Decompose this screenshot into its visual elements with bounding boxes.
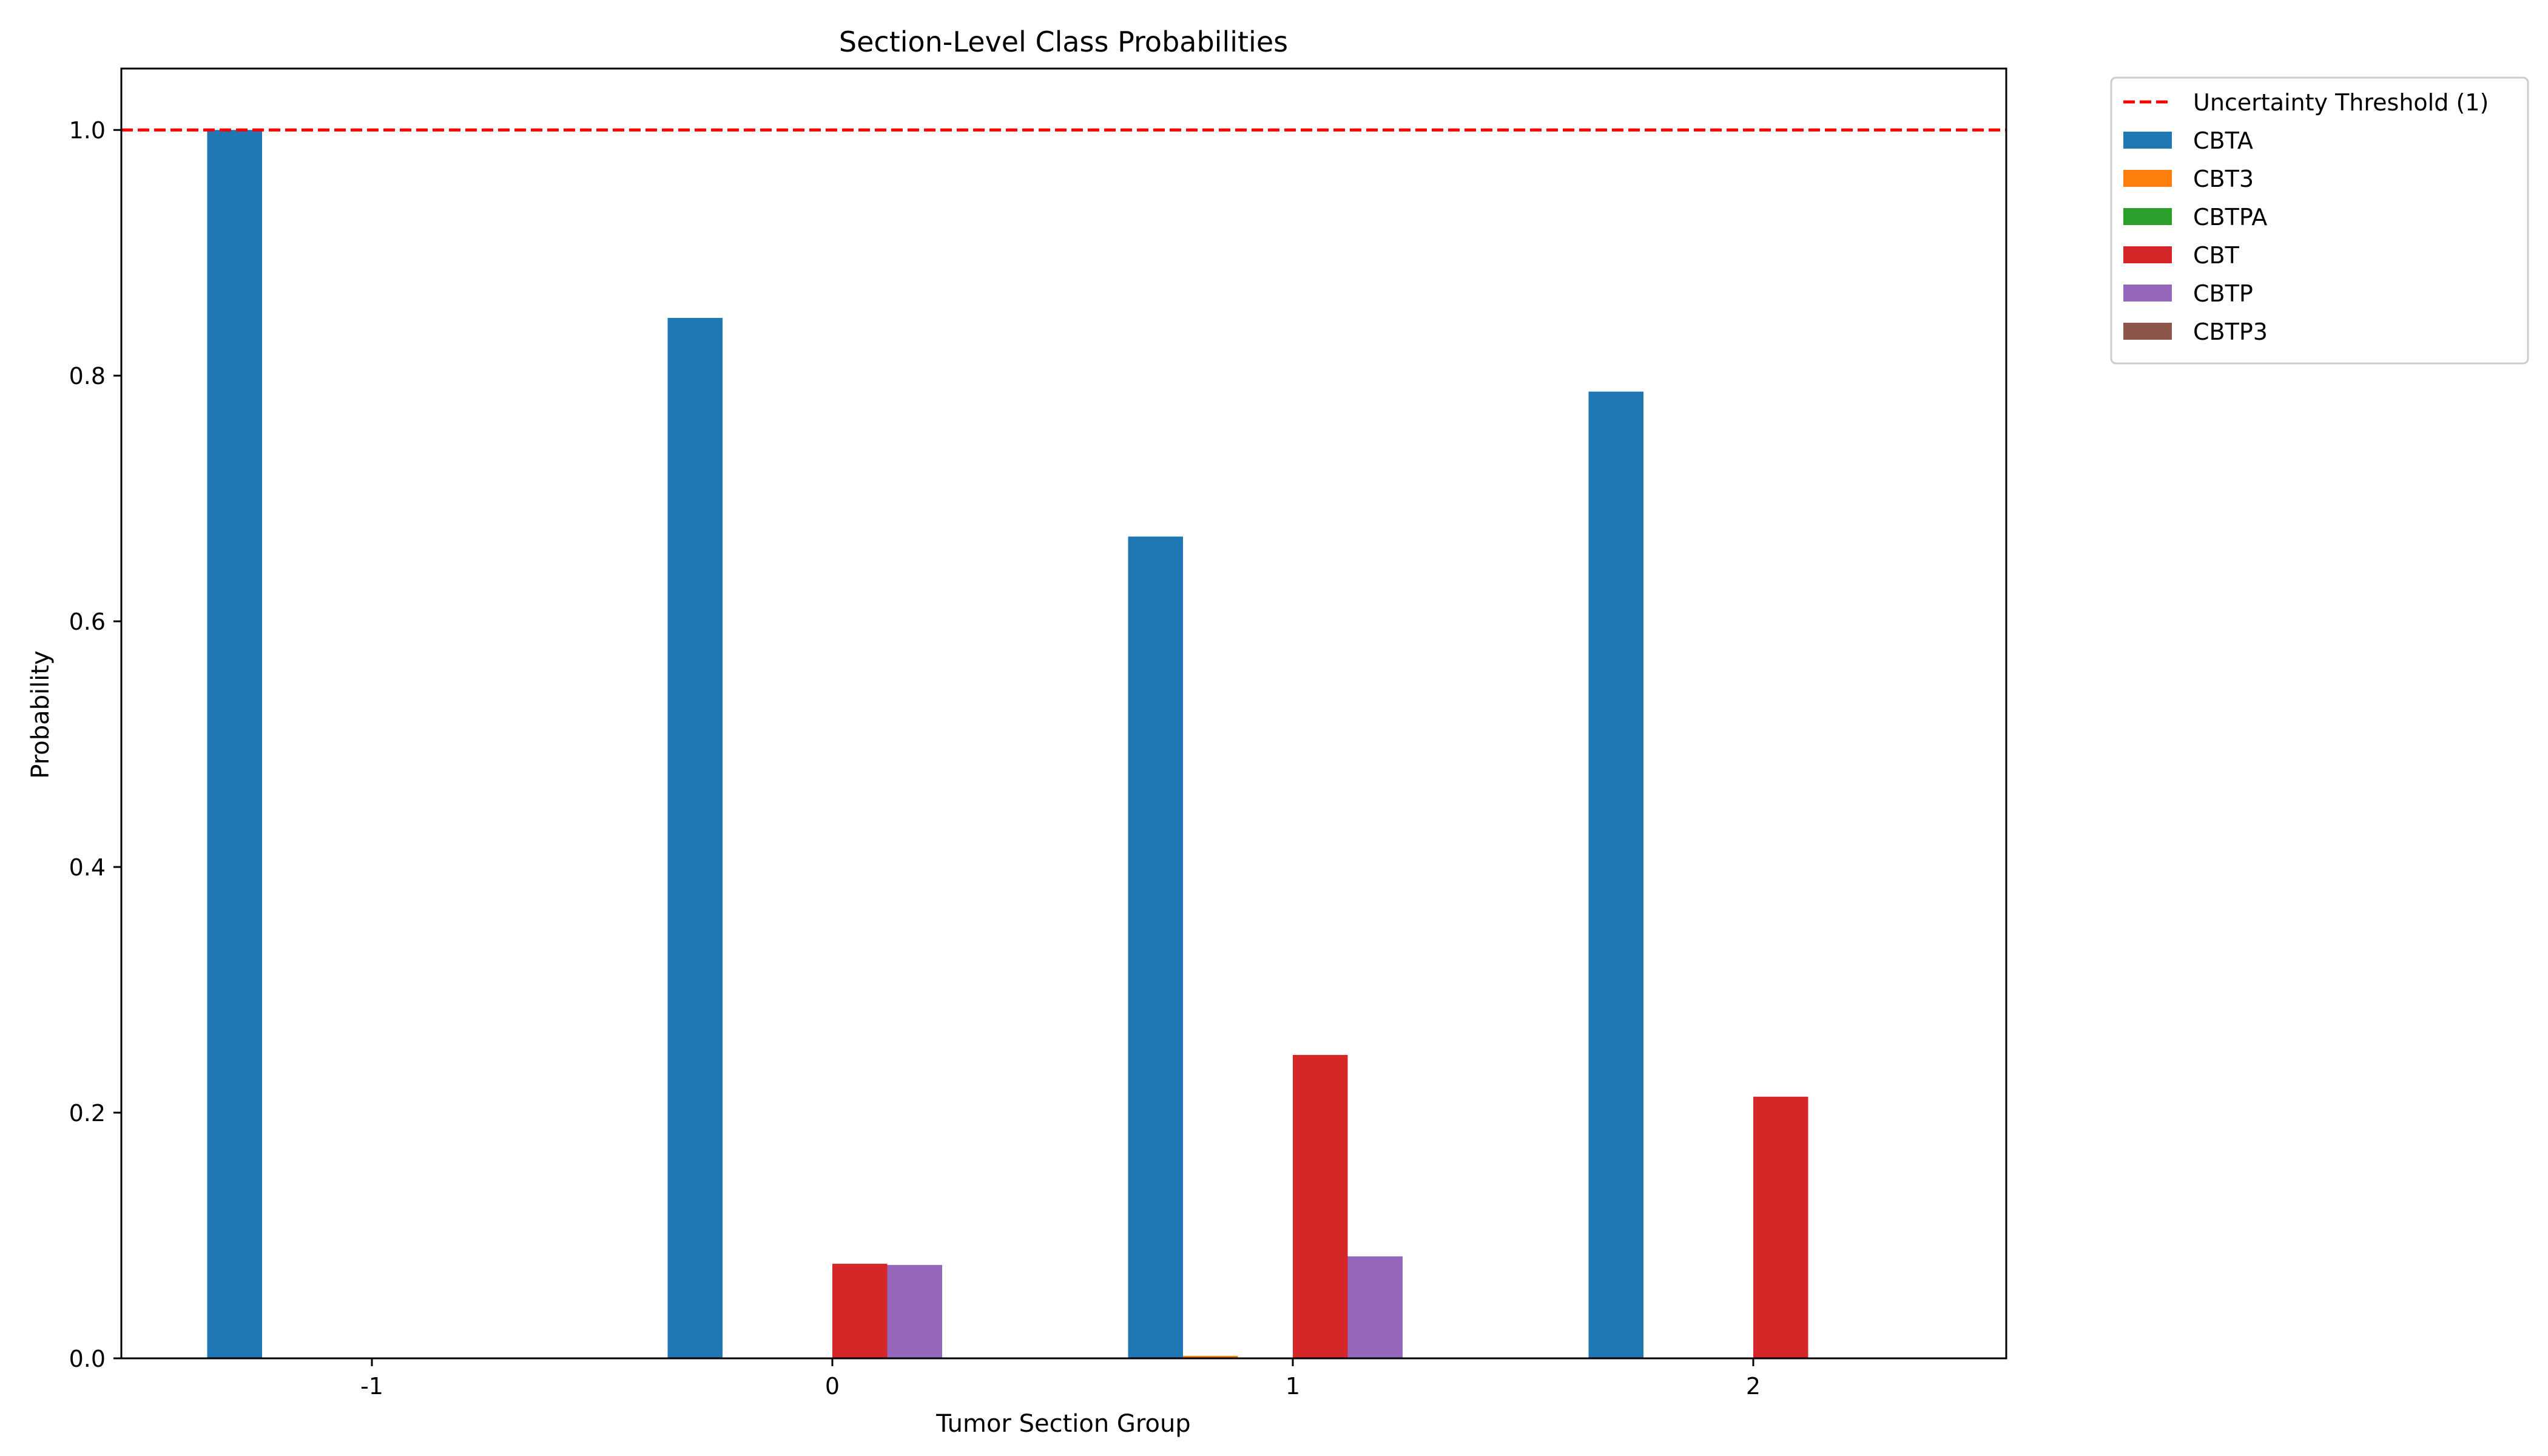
plot-frame xyxy=(120,67,2007,1360)
bar-cbta-0 xyxy=(667,318,723,1359)
y-axis-label: Probability xyxy=(27,650,55,778)
x-tick-label: 1 xyxy=(1286,1373,1300,1400)
legend-swatch-cbt xyxy=(2123,246,2172,263)
bar-cbt-0 xyxy=(832,1264,888,1358)
bar-cbt-2 xyxy=(1753,1096,1808,1358)
legend-swatch-cbta xyxy=(2123,132,2172,149)
chart-title: Section-Level Class Probabilities xyxy=(839,25,1288,58)
y-tick-label: 0.6 xyxy=(69,608,106,635)
legend-label: CBTPA xyxy=(2193,204,2267,231)
x-tick-label: -1 xyxy=(360,1373,383,1400)
legend-swatch-cbtpa xyxy=(2123,208,2172,225)
x-tick-label: 2 xyxy=(1746,1373,1761,1400)
y-tick-label: 0.2 xyxy=(69,1100,106,1127)
legend-label: CBTP3 xyxy=(2193,318,2268,345)
x-tick-label: 0 xyxy=(825,1373,840,1400)
bar-cbtp-0 xyxy=(887,1265,942,1358)
x-axis-label: Tumor Section Group xyxy=(935,1410,1190,1438)
legend-swatch-cbt3 xyxy=(2123,170,2172,187)
legend-label: CBT xyxy=(2193,242,2240,269)
y-tick-label: 0.8 xyxy=(69,363,106,389)
bar-cbta-1 xyxy=(1128,536,1183,1358)
y-tick-label: 0.4 xyxy=(69,854,106,881)
legend: Uncertainty Threshold (1) CBTA CBT3 CBTPA CB… xyxy=(2110,76,2529,365)
legend-frame xyxy=(2110,76,2529,365)
bar-cbta-2 xyxy=(1588,391,1643,1358)
bar-cbta--1 xyxy=(207,130,262,1359)
legend-label: CBTP xyxy=(2193,280,2253,307)
y-tick-label: 1.0 xyxy=(69,117,106,144)
legend-swatch-cbtp xyxy=(2123,285,2172,302)
bar-cbtp-1 xyxy=(1347,1256,1403,1358)
legend-swatch-cbtp3 xyxy=(2123,323,2172,340)
bar-cbt3-1 xyxy=(1183,1355,1238,1358)
legend-label: Uncertainty Threshold (1) xyxy=(2193,89,2489,116)
plot-area: -1 0 1 2 0.0 0.2 0.4 0.6 0.8 1.0 xyxy=(69,117,2006,1400)
legend-label: CBTA xyxy=(2193,127,2253,154)
bar-cbt-1 xyxy=(1293,1054,1348,1358)
legend-label: CBT3 xyxy=(2193,166,2254,192)
y-tick-label: 0.0 xyxy=(69,1346,106,1372)
